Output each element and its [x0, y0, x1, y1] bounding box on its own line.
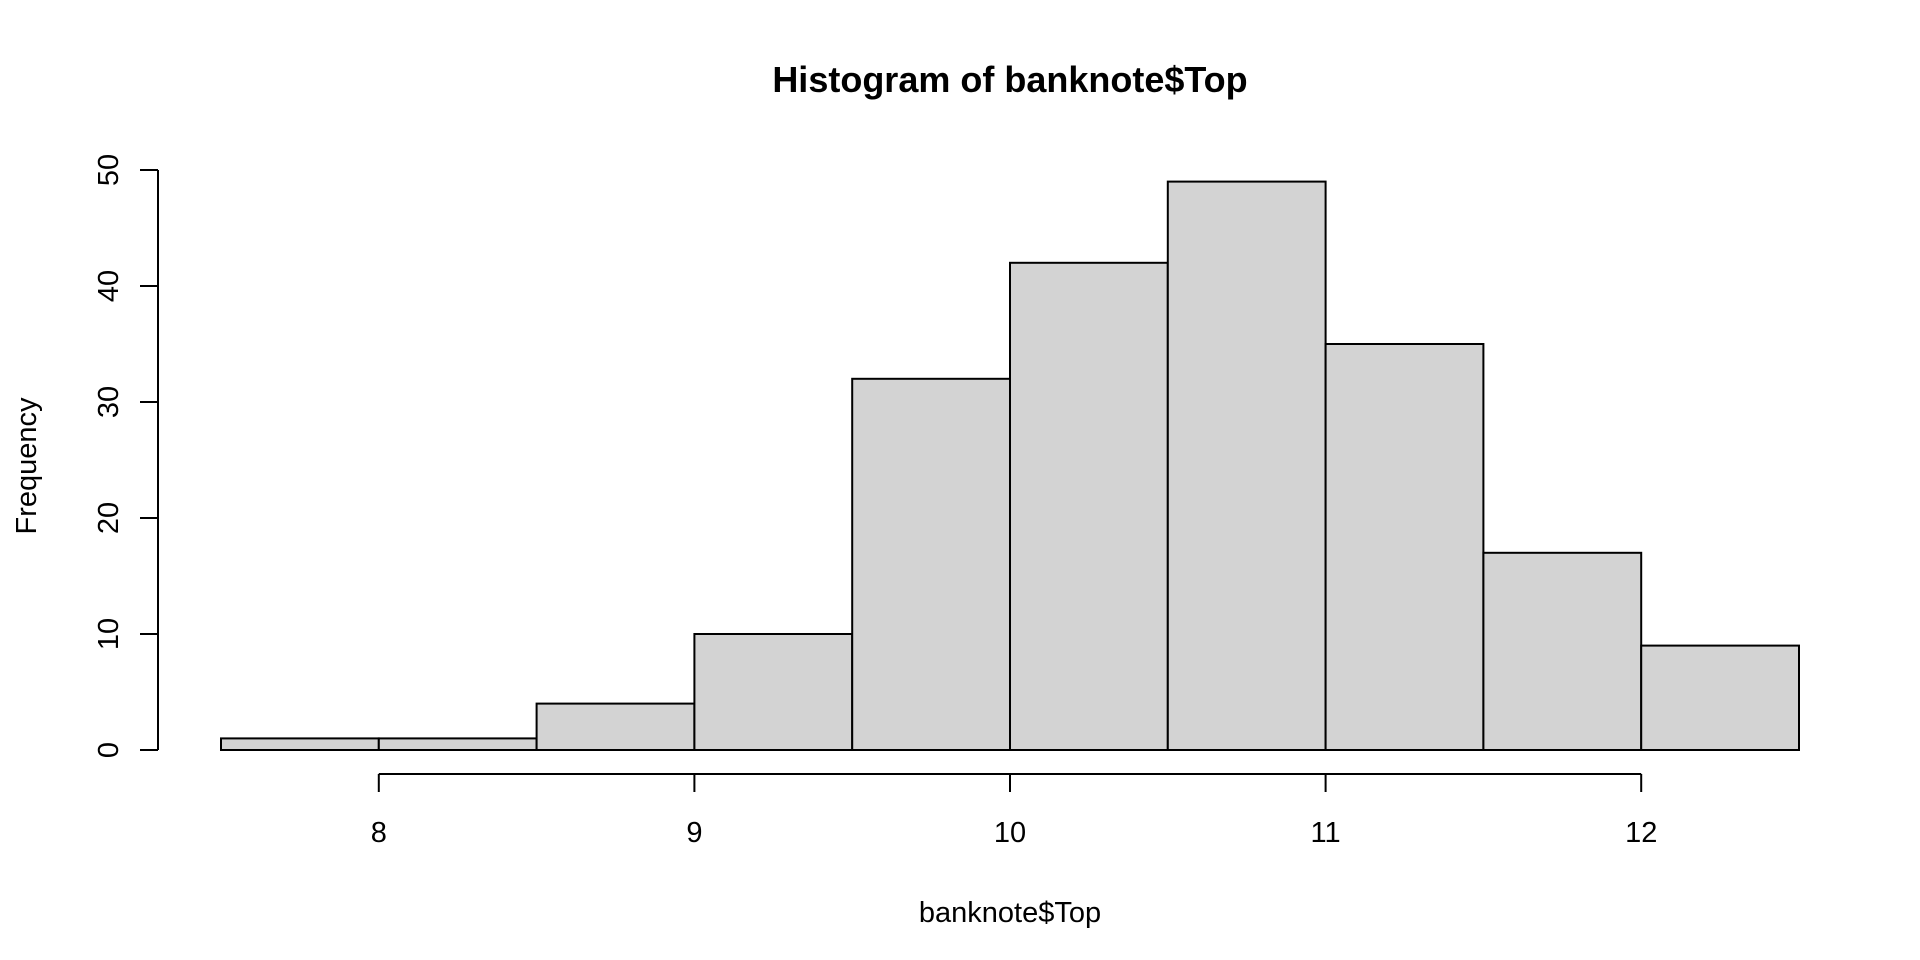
histogram-bar	[1482, 551, 1643, 751]
y-tick-label: 40	[93, 270, 125, 302]
x-axis: 8 9 10 11 12	[371, 773, 1657, 849]
x-axis-label: banknote$Top	[919, 897, 1101, 929]
histogram-bar	[851, 377, 1012, 751]
bars-group	[220, 180, 1800, 752]
x-tick-label: 9	[686, 817, 702, 849]
y-tick-label: 10	[93, 618, 125, 650]
histogram-bar	[1166, 180, 1327, 752]
x-tick-label: 8	[371, 817, 387, 849]
y-tick-label: 50	[93, 154, 125, 186]
y-axis: 0 10 20 30 40 50	[93, 154, 159, 758]
x-tick-label: 12	[1625, 817, 1657, 849]
histogram-bar	[693, 633, 854, 751]
y-tick-label: 20	[93, 502, 125, 534]
x-tick-label: 11	[1311, 817, 1341, 849]
histogram-bar	[1009, 261, 1169, 751]
histogram-bar	[220, 737, 380, 752]
y-tick-label: 30	[93, 386, 125, 418]
y-tick-label: 0	[93, 742, 125, 758]
histogram-bar	[1324, 343, 1485, 751]
histogram-bar	[1640, 644, 1800, 751]
histogram-bar	[535, 702, 696, 751]
y-axis-label: Frequency	[11, 397, 43, 535]
chart-title: Histogram of banknote$Top	[772, 59, 1247, 100]
x-tick-label: 10	[994, 817, 1026, 849]
histogram-bar	[377, 737, 538, 752]
